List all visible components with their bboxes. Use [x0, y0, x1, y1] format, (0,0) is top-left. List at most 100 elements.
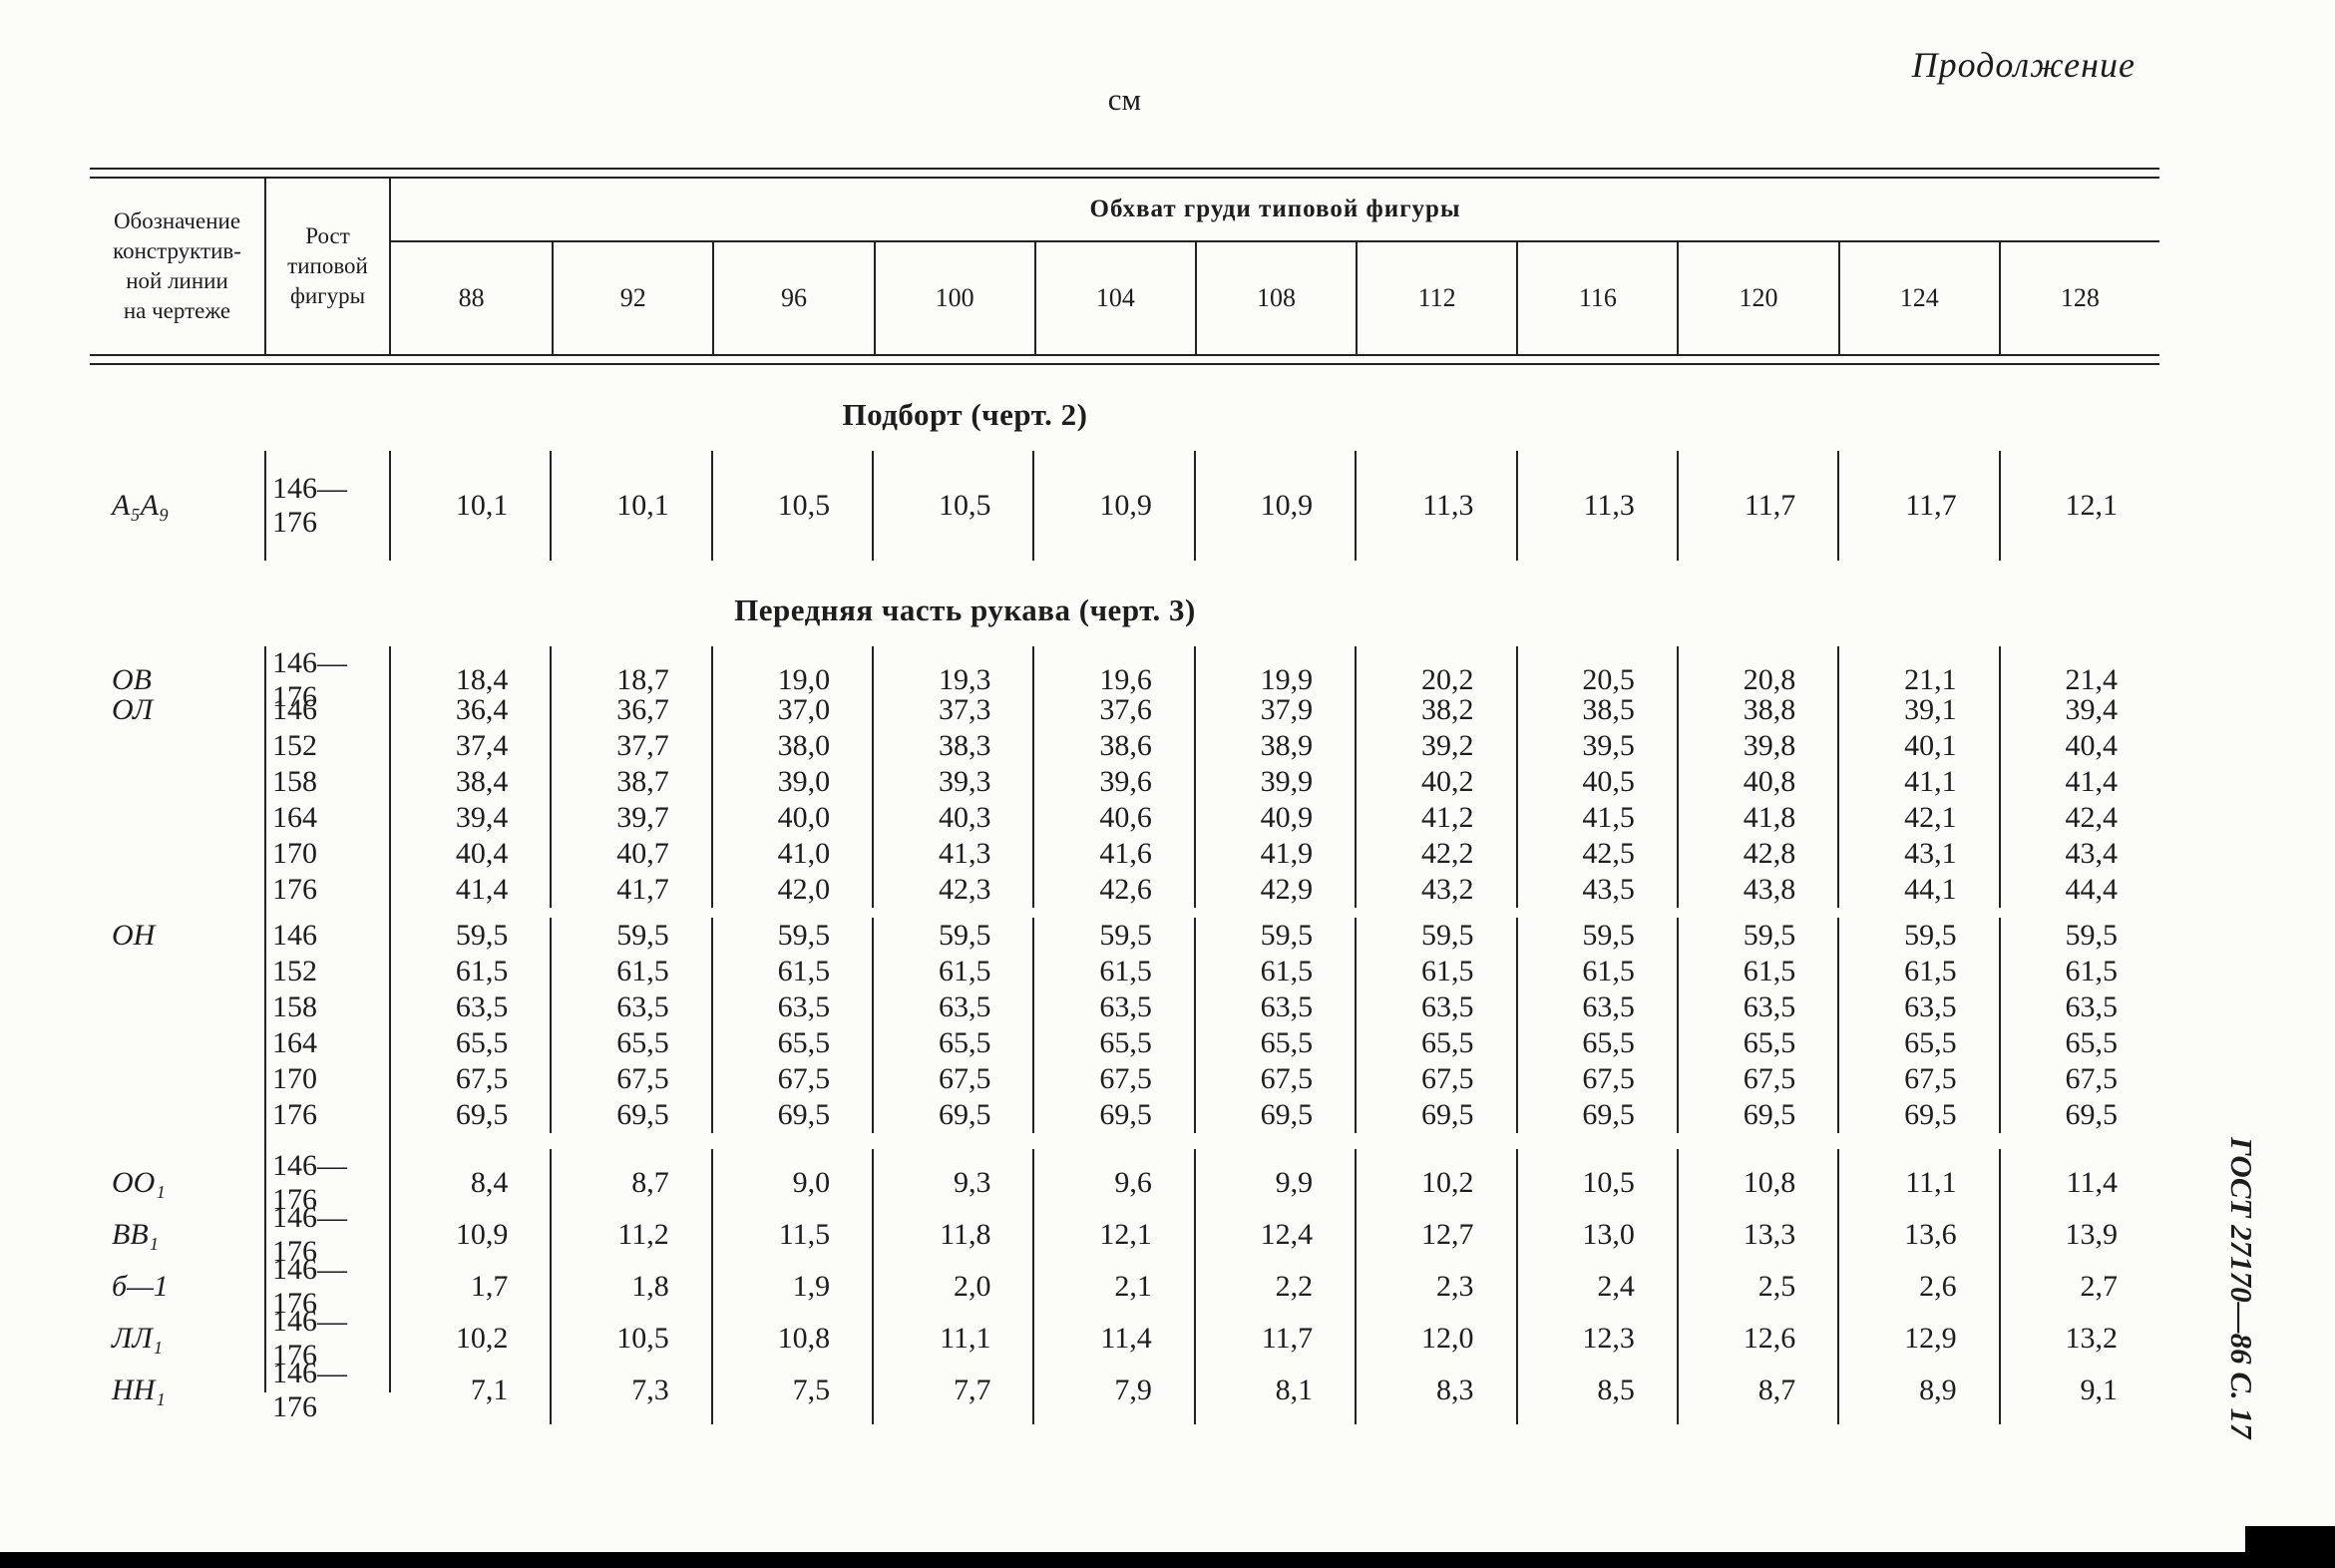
value-cell: 69,5 — [872, 1097, 1032, 1133]
value-cell: 59,5 — [1676, 918, 1837, 954]
value-cell: 63,5 — [1676, 989, 1837, 1025]
value-cell: 1,7 — [470, 1270, 509, 1303]
value-cell: 63,5 — [1998, 989, 2159, 1025]
row-group: б—1 146—176 1,7 1,8 1,9 2,0 2,1 2,2 2,3 2,4 2,5 2,6… — [90, 1253, 2159, 1321]
value-cell: 39,6 — [1032, 764, 1193, 800]
row-group: ОО₁ 146—176 8,4 8,7 9,0 9,3 9,6 9,9 10,2 10,5 10,8… — [90, 1149, 2159, 1217]
chest-girth-header-block: Обхват груди типовой фигуры 88 92 96 100 104… — [389, 179, 2159, 354]
value-cell: 11,7 — [1193, 1305, 1355, 1372]
value-cell: 63,5 — [550, 989, 710, 1025]
value-cell: 67,5 — [1998, 1061, 2159, 1097]
value-cell: 38,5 — [1515, 692, 1677, 728]
table-row: ОВ 146—176 18,4 18,7 19,0 19,3 19,6 19,9 20,2 20,… — [90, 646, 2159, 714]
value-cell: 8,1 — [1193, 1357, 1355, 1424]
table-row: 158 38,4 38,7 39,0 39,3 39,6 39,9 40,2 40,5 40,8 4… — [90, 764, 2159, 800]
value-cell: 63,5 — [710, 989, 872, 1025]
value-cell: 10,8 — [1676, 1149, 1837, 1217]
value-cell: 39,1 — [1837, 692, 1998, 728]
size-col-header: 120 — [1677, 242, 1837, 354]
line-designation-label — [90, 764, 264, 800]
value-cell: 2,7 — [1998, 1253, 2159, 1321]
value-cell: 67,5 — [1032, 1061, 1193, 1097]
table-row: НН₁ 146—176 7,1 7,3 7,5 7,7 7,9 8,1 8,3 8,5 8,7 8,9… — [90, 1357, 2159, 1424]
value-cell: 42,2 — [1355, 836, 1515, 872]
value-cell: 59,5 — [1837, 918, 1998, 954]
value-cell: 59,5 — [1193, 918, 1355, 954]
value-cell: 1,8 — [550, 1253, 710, 1321]
value-cell: 61,5 — [1032, 954, 1193, 989]
value-cell: 65,5 — [872, 1025, 1032, 1061]
value-cell: 20,2 — [1355, 646, 1515, 714]
value-cell: 59,5 — [550, 918, 710, 954]
value-cell: 69,5 — [1355, 1097, 1515, 1133]
value-cell: 38,3 — [872, 728, 1032, 764]
value-cell: 19,0 — [710, 646, 872, 714]
value-cell: 63,5 — [1355, 989, 1515, 1025]
value-cell: 10,5 — [550, 1305, 710, 1372]
value-cell: 67,5 — [1676, 1061, 1837, 1097]
value-cell: 44,1 — [1837, 872, 1998, 908]
value-cell: 10,9 — [455, 1218, 509, 1251]
value-cell: 69,5 — [1998, 1097, 2159, 1133]
value-cell: 65,5 — [1032, 1025, 1193, 1061]
table-row: ОО₁ 146—176 8,4 8,7 9,0 9,3 9,6 9,9 10,2 10,5 10,8… — [90, 1149, 2159, 1217]
size-col-header: 100 — [873, 242, 1034, 354]
value-cell: 11,4 — [1032, 1305, 1193, 1372]
value-cell: 39,9 — [1193, 764, 1355, 800]
value-cell: 67,5 — [455, 1062, 509, 1095]
value-cell: 7,5 — [710, 1357, 872, 1424]
unit-label: см — [1107, 82, 1142, 117]
value-cell: 21,1 — [1837, 646, 1998, 714]
value-cell: 42,3 — [872, 872, 1032, 908]
column-divider-line — [264, 451, 266, 561]
page-edge-bar — [0, 1552, 2335, 1568]
value-cell: 59,5 — [1998, 918, 2159, 954]
table-row: 170 67,5 67,5 67,5 67,5 67,5 67,5 67,5 67,5 67,5 6… — [90, 1061, 2159, 1097]
value-cell: 44,4 — [1998, 872, 2159, 908]
value-cell: 59,5 — [1515, 918, 1677, 954]
value-cell: 19,3 — [872, 646, 1032, 714]
value-cell: 41,4 — [1998, 764, 2159, 800]
value-cell: 61,5 — [1837, 954, 1998, 989]
value-cell: 40,8 — [1676, 764, 1837, 800]
line-designation-label: ОН — [112, 919, 156, 952]
value-cell: 43,4 — [1998, 836, 2159, 872]
height-cell: 146—176 — [272, 646, 347, 713]
value-cell: 43,5 — [1515, 872, 1677, 908]
value-cell: 65,5 — [710, 1025, 872, 1061]
value-cell: 67,5 — [1355, 1061, 1515, 1097]
size-col-header: 112 — [1356, 242, 1516, 354]
continuation-label: Продолжение — [1911, 45, 2136, 85]
value-cell: 8,7 — [550, 1149, 710, 1217]
value-cell: 40,6 — [1032, 800, 1193, 836]
value-cell: 2,3 — [1355, 1253, 1515, 1321]
value-cell: 69,5 — [455, 1098, 509, 1131]
size-col-header: 128 — [1998, 242, 2159, 354]
size-col-header: 124 — [1837, 242, 1999, 354]
value-cell: 41,1 — [1837, 764, 1998, 800]
col-header-designation: Обозначение конструктив- ной линии на че… — [113, 208, 241, 323]
line-designation-label: ЛЛ₁ — [112, 1322, 164, 1355]
value-cell: 12,1 — [1032, 1201, 1193, 1269]
value-cell: 43,1 — [1837, 836, 1998, 872]
value-cell: 10,5 — [1515, 1149, 1677, 1217]
value-cell: 61,5 — [455, 955, 509, 987]
value-cell: 63,5 — [872, 989, 1032, 1025]
height-cell: 146—176 — [272, 1201, 347, 1268]
value-cell: 38,0 — [710, 728, 872, 764]
value-cell: 10,5 — [710, 451, 872, 561]
value-cell: 9,3 — [872, 1149, 1032, 1217]
size-col-header: 88 — [458, 283, 485, 312]
value-cell: 37,9 — [1193, 692, 1355, 728]
value-cell: 39,7 — [550, 800, 710, 836]
size-col-header: 96 — [712, 242, 873, 354]
value-cell: 21,4 — [1998, 646, 2159, 714]
line-designation-label — [90, 1025, 264, 1061]
value-cell: 10,5 — [872, 451, 1032, 561]
value-cell: 9,0 — [710, 1149, 872, 1217]
value-cell: 1,9 — [710, 1253, 872, 1321]
value-cell: 63,5 — [1193, 989, 1355, 1025]
top-double-rule — [90, 168, 2159, 179]
value-cell: 11,7 — [1837, 451, 1998, 561]
value-cell: 19,6 — [1032, 646, 1193, 714]
